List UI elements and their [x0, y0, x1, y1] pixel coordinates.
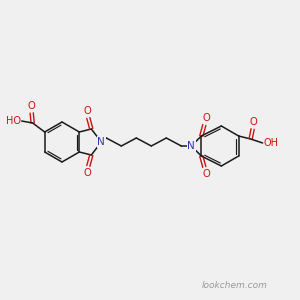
Text: O: O	[250, 117, 257, 127]
Text: O: O	[28, 101, 36, 111]
Text: O: O	[202, 169, 210, 179]
Text: OH: OH	[263, 138, 278, 148]
Text: HO: HO	[6, 116, 21, 126]
Text: O: O	[83, 168, 91, 178]
Text: O: O	[83, 106, 91, 116]
Text: O: O	[202, 113, 210, 123]
Text: lookchem.com: lookchem.com	[202, 281, 268, 290]
Text: N: N	[98, 137, 105, 147]
Text: N: N	[188, 141, 195, 151]
